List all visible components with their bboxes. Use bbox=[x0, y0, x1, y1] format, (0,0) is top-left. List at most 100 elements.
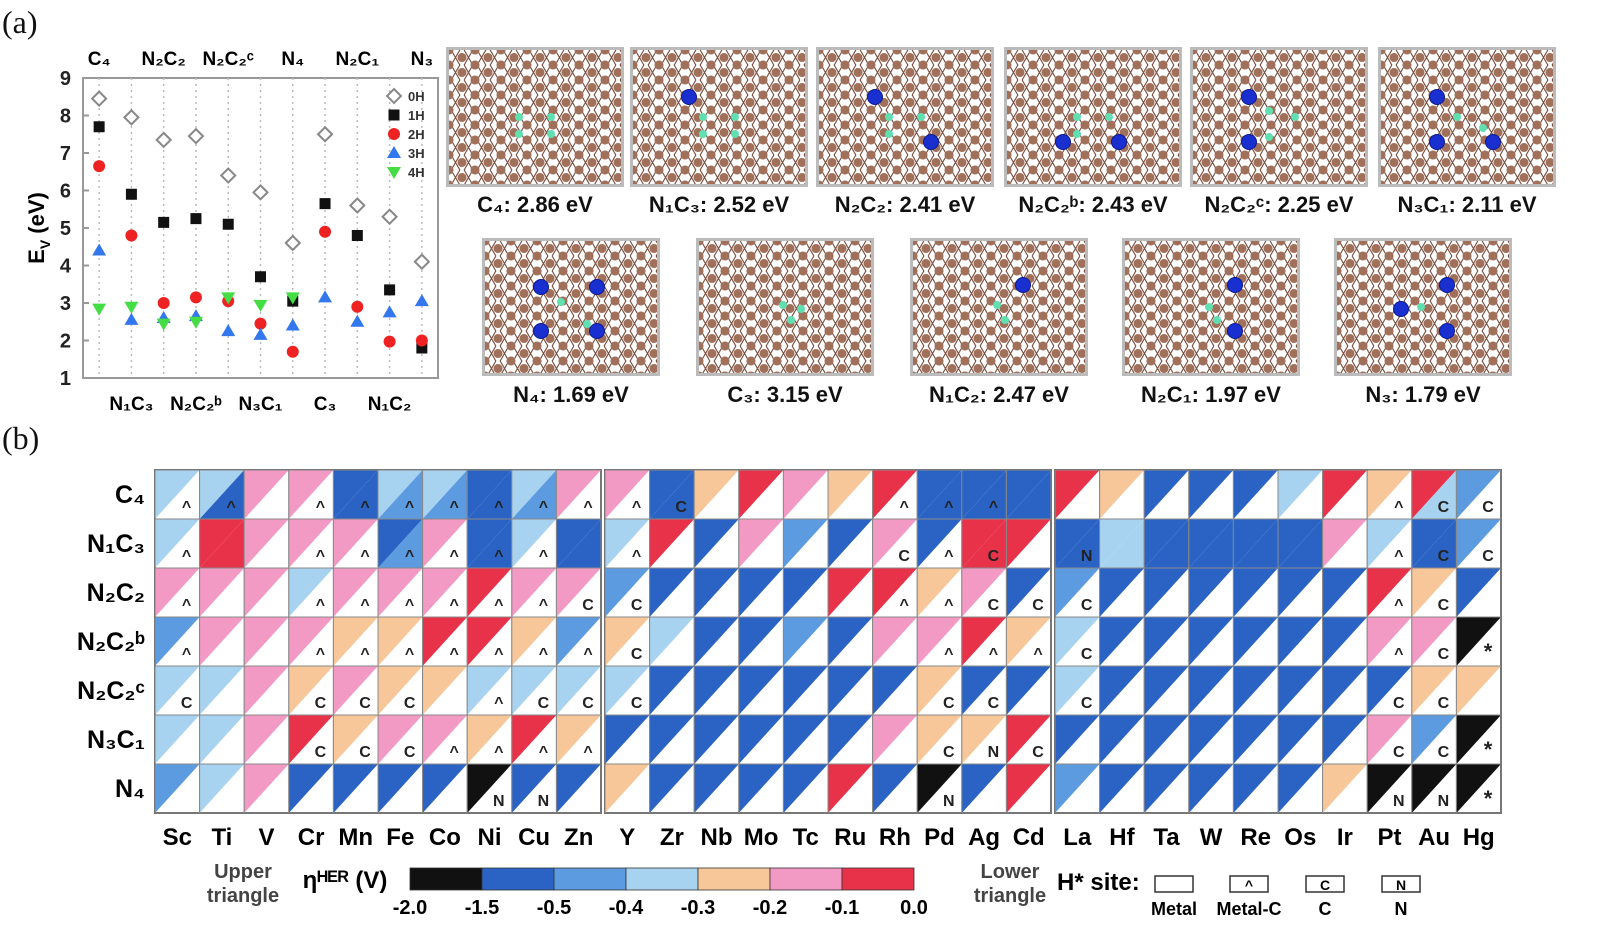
h-site-mark: C bbox=[943, 695, 955, 712]
upper-triangle-cell bbox=[783, 666, 828, 715]
h-site-mark: ^ bbox=[316, 499, 325, 516]
upper-triangle-cell bbox=[694, 470, 739, 519]
h-site-legend-label: N bbox=[1395, 899, 1408, 919]
upper-triangle-cell bbox=[422, 764, 468, 813]
h-site-mark: ^ bbox=[1394, 597, 1403, 614]
h-site-legend-label: Metal-C bbox=[1216, 899, 1281, 919]
hydrogen-atom-icon bbox=[730, 129, 739, 138]
point-0H bbox=[252, 183, 269, 201]
point-0H bbox=[187, 127, 205, 145]
upper-triangle-cell bbox=[467, 764, 512, 813]
upper-triangle-cell bbox=[1411, 715, 1457, 764]
upper-triangle-cell bbox=[961, 519, 1007, 568]
point-4H bbox=[285, 292, 300, 305]
upper-triangle-cell bbox=[1367, 617, 1412, 666]
lower-triangle-cell bbox=[1411, 470, 1457, 519]
lower-triangle-cell bbox=[467, 470, 512, 519]
element-label: Cu bbox=[518, 824, 550, 851]
upper-triangle-cell bbox=[422, 470, 468, 519]
upper-triangle-cell bbox=[378, 617, 423, 666]
h-site-mark: ^ bbox=[944, 597, 953, 614]
y-tick-label: 7 bbox=[60, 143, 71, 165]
upper-triangle-cell bbox=[872, 715, 918, 764]
upper-triangle-cell bbox=[244, 764, 289, 813]
structure-thumbnail bbox=[1004, 47, 1182, 187]
upper-triangle-cell bbox=[828, 715, 873, 764]
upper-triangle-cell bbox=[1456, 666, 1501, 715]
upper-triangle-cell bbox=[556, 568, 601, 617]
h-site-mark: ^ bbox=[316, 646, 325, 663]
upper-triangle-cell bbox=[511, 519, 557, 568]
upper-triangle-cell bbox=[649, 568, 695, 617]
upper-triangle-cell bbox=[872, 568, 918, 617]
upper-triangle-cell bbox=[1233, 568, 1278, 617]
h-site-mark: ^ bbox=[989, 646, 998, 663]
h-site-mark: ^ bbox=[494, 744, 503, 761]
colorbar-segment bbox=[841, 867, 915, 891]
upper-triangle-cell bbox=[783, 764, 828, 813]
h-site-mark: C bbox=[1081, 597, 1093, 614]
upper-triangle-cell bbox=[1233, 519, 1278, 568]
upper-triangle-cell bbox=[1055, 715, 1100, 764]
element-label: Hg bbox=[1463, 824, 1495, 851]
h-site-mark: ^ bbox=[227, 499, 236, 516]
h-site-mark: ^ bbox=[1033, 646, 1042, 663]
point-0H bbox=[284, 234, 302, 252]
upper-triangle-cell bbox=[1055, 568, 1100, 617]
hydrogen-atom-icon bbox=[885, 113, 894, 121]
point-2H bbox=[189, 291, 202, 304]
h-site-mark: ^ bbox=[182, 646, 191, 663]
upper-triangle-cell bbox=[872, 666, 918, 715]
legend-marker-0H bbox=[385, 87, 403, 105]
colorbar-title: ηᴴᴱᴿ (V) bbox=[303, 867, 388, 894]
upper-triangle-cell bbox=[1006, 568, 1051, 617]
point-3H bbox=[221, 324, 236, 337]
upper-triangle-cell bbox=[378, 715, 423, 764]
upper-triangle-cell bbox=[155, 617, 200, 666]
hydrogen-atom-icon bbox=[1265, 133, 1274, 142]
element-label: Cr bbox=[298, 824, 325, 851]
hydrogen-atom-icon bbox=[546, 113, 555, 121]
h-site-mark: ^ bbox=[405, 548, 414, 565]
upper-triangle-cell bbox=[333, 617, 378, 666]
element-label: Mo bbox=[744, 824, 779, 851]
nitrogen-atom-icon bbox=[1430, 89, 1445, 104]
upper-triangle-cell bbox=[1006, 617, 1051, 666]
row-label: N₂C₂ᶜ bbox=[77, 677, 145, 705]
upper-triangle-cell bbox=[1411, 617, 1457, 666]
nitrogen-atom-icon bbox=[1242, 89, 1257, 104]
h-site-mark: ^ bbox=[539, 548, 548, 565]
h-site-legend-box bbox=[1305, 875, 1345, 893]
point-2H bbox=[415, 334, 428, 347]
upper-triangle-cell bbox=[1099, 666, 1145, 715]
point-1H bbox=[222, 218, 234, 230]
structure-thumbnail bbox=[1190, 47, 1368, 187]
h-site-mark: N bbox=[1393, 793, 1405, 810]
bottom-category-label: N₂C₂ᵇ bbox=[170, 394, 222, 415]
colorbar-segment bbox=[625, 867, 699, 891]
upper-triangle-cell bbox=[422, 666, 468, 715]
upper-triangle-cell bbox=[1411, 764, 1457, 813]
upper-triangle-cell bbox=[155, 715, 200, 764]
h-site-mark: N bbox=[1438, 793, 1450, 810]
upper-triangle-cell bbox=[961, 568, 1007, 617]
upper-triangle-cell bbox=[199, 519, 245, 568]
upper-triangle-cell bbox=[556, 617, 601, 666]
upper-triangle-cell bbox=[511, 568, 557, 617]
upper-triangle-cell bbox=[1188, 715, 1234, 764]
structure-thumbnail bbox=[696, 238, 874, 376]
upper-triangle-cell bbox=[378, 519, 423, 568]
upper-triangle-cell bbox=[155, 666, 200, 715]
upper-triangle-cell bbox=[1055, 666, 1100, 715]
upper-triangle-cell bbox=[378, 470, 423, 519]
point-0H bbox=[155, 131, 173, 149]
element-label: W bbox=[1200, 824, 1223, 851]
bottom-category-label: N₁C₂ bbox=[368, 394, 412, 415]
point-0H bbox=[413, 253, 431, 271]
h-site-legend-symbol: ^ bbox=[1245, 877, 1253, 893]
hydrogen-atom-icon bbox=[1104, 113, 1113, 121]
upper-triangle-cell bbox=[783, 617, 828, 666]
panel-label-a: (a) bbox=[2, 4, 38, 40]
h-site-mark: ^ bbox=[900, 499, 909, 516]
